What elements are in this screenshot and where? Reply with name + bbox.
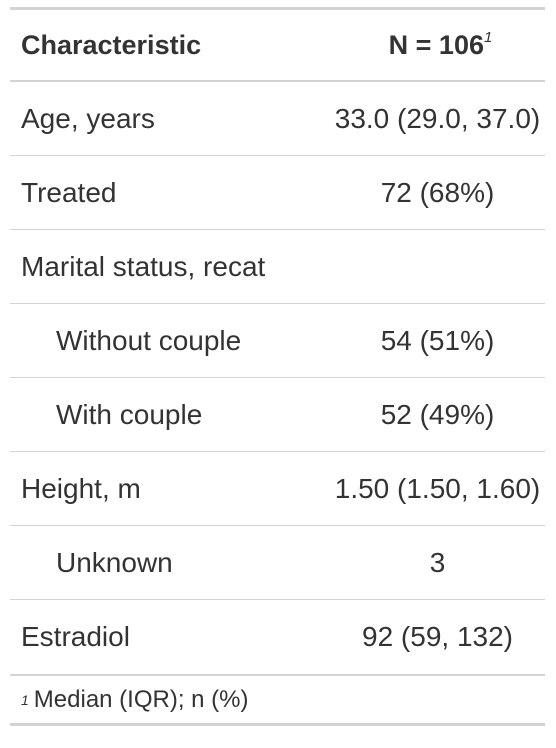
summary-table: Characteristic N = 1061 Age, years 33.0 … (10, 7, 545, 726)
row-label: Marital status, recat (21, 250, 266, 282)
footnote-text: Median (IQR); n (%) (33, 685, 249, 713)
row-label: Estradiol (21, 621, 130, 652)
row-value: 1.50 (1.50, 1.60) (334, 472, 541, 504)
body-bottom-rule (10, 674, 545, 676)
row-label: Without couple (56, 324, 242, 356)
column-header-n: N = 1061 (310, 30, 545, 61)
table-row-estradiol: Estradiol 92 (59, 132) (10, 600, 545, 674)
table-row-height: Height, m 1.50 (1.50, 1.60) (10, 452, 545, 526)
row-label: Treated (21, 176, 117, 208)
table-row-without-couple: Without couple 54 (51%) (10, 304, 545, 378)
column-header-footnote-mark: 1 (483, 28, 493, 46)
row-label: With couple (56, 398, 203, 430)
row-value: 92 (59, 132) (362, 621, 513, 652)
row-label: Unknown (56, 546, 173, 578)
row-value: 54 (51%) (380, 324, 495, 356)
table-header-row: Characteristic N = 1061 (10, 10, 545, 80)
table-row-with-couple: With couple 52 (49%) (10, 378, 545, 452)
column-header-n-label: N = 106 (388, 29, 484, 60)
top-rule (10, 7, 545, 10)
column-header-characteristic-label: Characteristic (21, 29, 202, 60)
header-rule (10, 80, 545, 82)
row-value: 72 (68%) (380, 176, 495, 208)
column-header-characteristic: Characteristic (10, 30, 310, 61)
row-label: Height, m (21, 472, 141, 504)
row-value: 52 (49%) (380, 398, 495, 430)
row-value: 33.0 (29.0, 37.0) (334, 102, 541, 134)
row-label: Age, years (21, 102, 155, 134)
table-footnote: 1 Median (IQR); n (%) (10, 676, 545, 726)
table-row-unknown: Unknown 3 (10, 526, 545, 600)
table-row-age: Age, years 33.0 (29.0, 37.0) (10, 82, 545, 156)
row-value: 3 (429, 546, 446, 578)
table-row-treated: Treated 72 (68%) (10, 156, 545, 230)
table-row-marital-status: Marital status, recat (10, 230, 545, 304)
